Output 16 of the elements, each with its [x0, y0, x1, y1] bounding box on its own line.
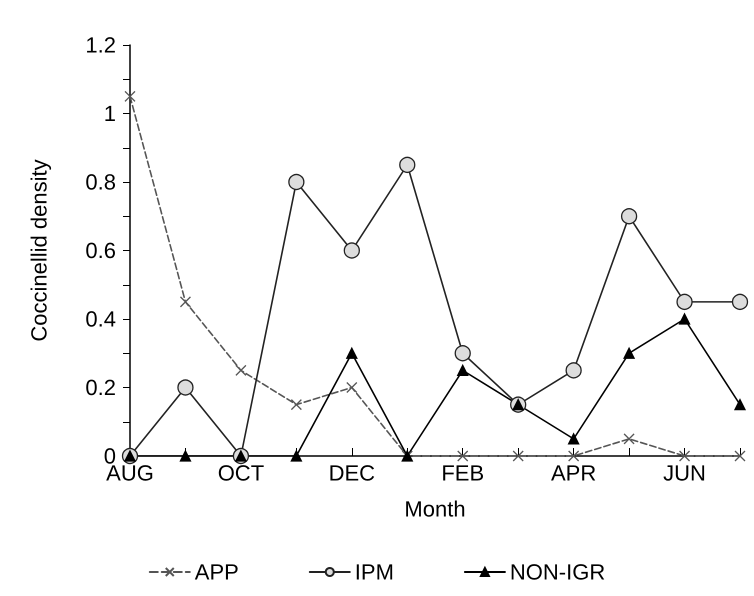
- y-tick-label: 0.6: [85, 238, 116, 263]
- x-tick-label: DEC: [328, 460, 376, 486]
- x-tick-label: FEB: [441, 460, 484, 486]
- y-tick-label: 0.4: [85, 306, 116, 332]
- y-tick-label: 1.2: [85, 32, 116, 58]
- x-tick-label: OCT: [218, 460, 264, 486]
- y-tick-label: 0.8: [85, 170, 116, 194]
- y-tick-label: 1: [104, 101, 116, 126]
- x-tick-label: APR: [551, 460, 596, 486]
- x-axis-title: Month: [404, 496, 466, 522]
- legend-label: IPM: [354, 560, 394, 584]
- x-tick-label: JUN: [663, 460, 706, 486]
- y-axis-title: Coccinellid density: [26, 159, 52, 342]
- legend-label: APP: [194, 560, 239, 584]
- y-tick-label: 0.2: [85, 375, 116, 400]
- legend-label: NON-IGR: [510, 560, 606, 584]
